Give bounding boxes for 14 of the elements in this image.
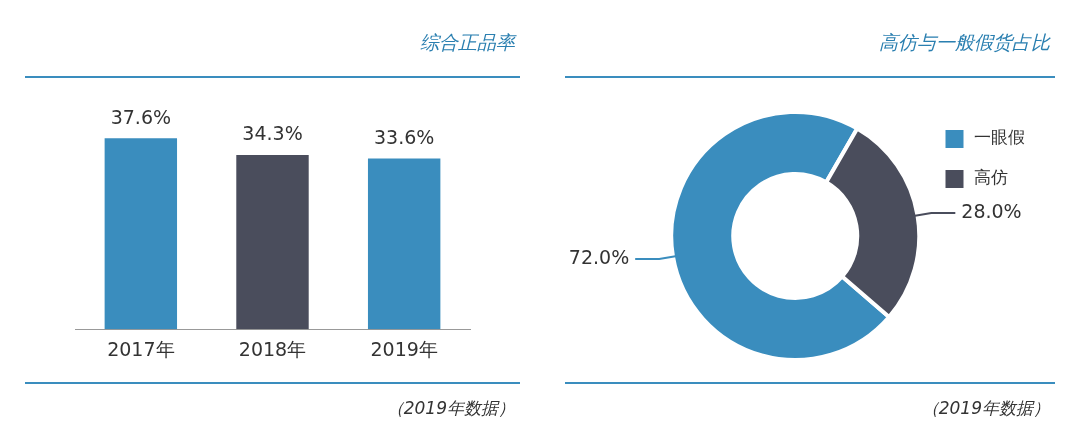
chart-title: 高仿与一般假货占比 — [879, 30, 1050, 55]
data-label: 37.6% — [110, 105, 172, 128]
text: （2019年数据） — [921, 397, 1050, 420]
x-tick-label: 2017年 — [107, 337, 175, 360]
legend-label: 高仿 — [974, 167, 1008, 188]
chart-title: 综合正品率 — [420, 30, 515, 55]
x-tick-label: 2019年 — [370, 337, 438, 360]
x-tick-label: 2018年 — [238, 337, 307, 360]
data-label: 33.6% — [373, 125, 435, 148]
text: （2019年数据） — [386, 397, 515, 420]
data-label: 28.0% — [961, 199, 1022, 222]
data-label: 34.3% — [242, 122, 303, 145]
legend-label: 一眼假 — [974, 127, 1025, 148]
data-label: 72.0% — [568, 245, 630, 268]
